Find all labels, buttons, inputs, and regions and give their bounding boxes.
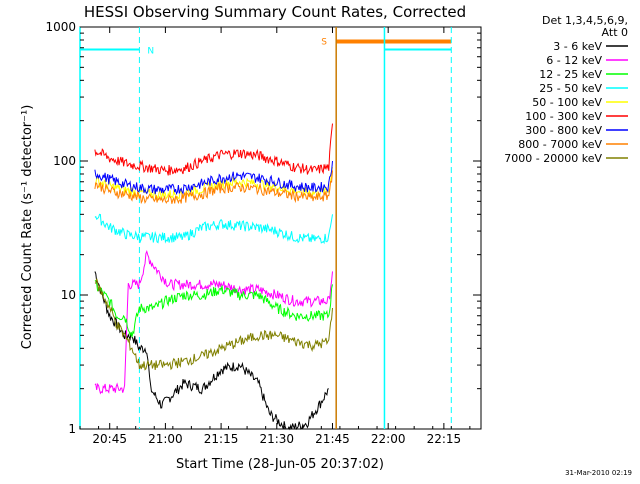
saa-flag-label: S [321, 37, 327, 47]
series-line [94, 278, 333, 371]
legend-label: 25 - 50 keV [539, 82, 602, 95]
x-tick-label: 21:15 [204, 432, 239, 446]
legend-label: 6 - 12 keV [546, 54, 602, 67]
x-tick-label: 22:15 [427, 432, 462, 446]
legend-label: 12 - 25 keV [539, 68, 602, 81]
x-tick-label: 22:00 [371, 432, 406, 446]
legend-title: Att 0 [602, 26, 628, 39]
y-tick-label: 1 [68, 422, 76, 436]
series-line [94, 271, 329, 431]
chart-title: HESSI Observing Summary Count Rates, Cor… [84, 3, 466, 21]
legend-label: 3 - 6 keV [553, 40, 602, 53]
series-line [94, 160, 333, 196]
x-tick-label: 21:45 [315, 432, 350, 446]
x-tick-label: 21:00 [148, 432, 183, 446]
series-line [94, 170, 333, 205]
legend-label: 300 - 800 keV [525, 124, 602, 137]
x-axis-label: Start Time (28-Jun-05 20:37:02) [176, 457, 384, 472]
legend-label: 7000 - 20000 keV [504, 152, 602, 165]
series-line [94, 213, 333, 245]
legend-label: 800 - 7000 keV [518, 138, 602, 151]
legend-label: 100 - 300 keV [525, 110, 602, 123]
x-tick-label: 20:45 [92, 432, 127, 446]
y-tick-label: 10 [61, 288, 76, 302]
series-line [94, 123, 333, 176]
legend-label: 50 - 100 keV [532, 96, 602, 109]
footer-date: 31-Mar-2010 02:19 [565, 469, 632, 477]
legend-title: Det 1,3,4,5,6,9, [542, 14, 628, 27]
axes: 20:45 21:00 21:15 21:30 21:45 22:00 22:15 1 10 10… [45, 20, 481, 446]
observing-flags: NS [79, 27, 452, 429]
y-tick-label: 100 [53, 154, 76, 168]
series-layer [94, 123, 333, 431]
plot-border [79, 26, 482, 430]
x-tick-label: 21:30 [259, 432, 294, 446]
series-line [94, 250, 333, 395]
night-flag-label: N [147, 46, 154, 56]
y-tick-label: 1000 [45, 20, 76, 34]
plot-area [79, 26, 482, 430]
y-axis-label: Corrected Count Rate (s⁻¹ detector⁻¹) [20, 105, 35, 350]
series-line [94, 279, 333, 338]
